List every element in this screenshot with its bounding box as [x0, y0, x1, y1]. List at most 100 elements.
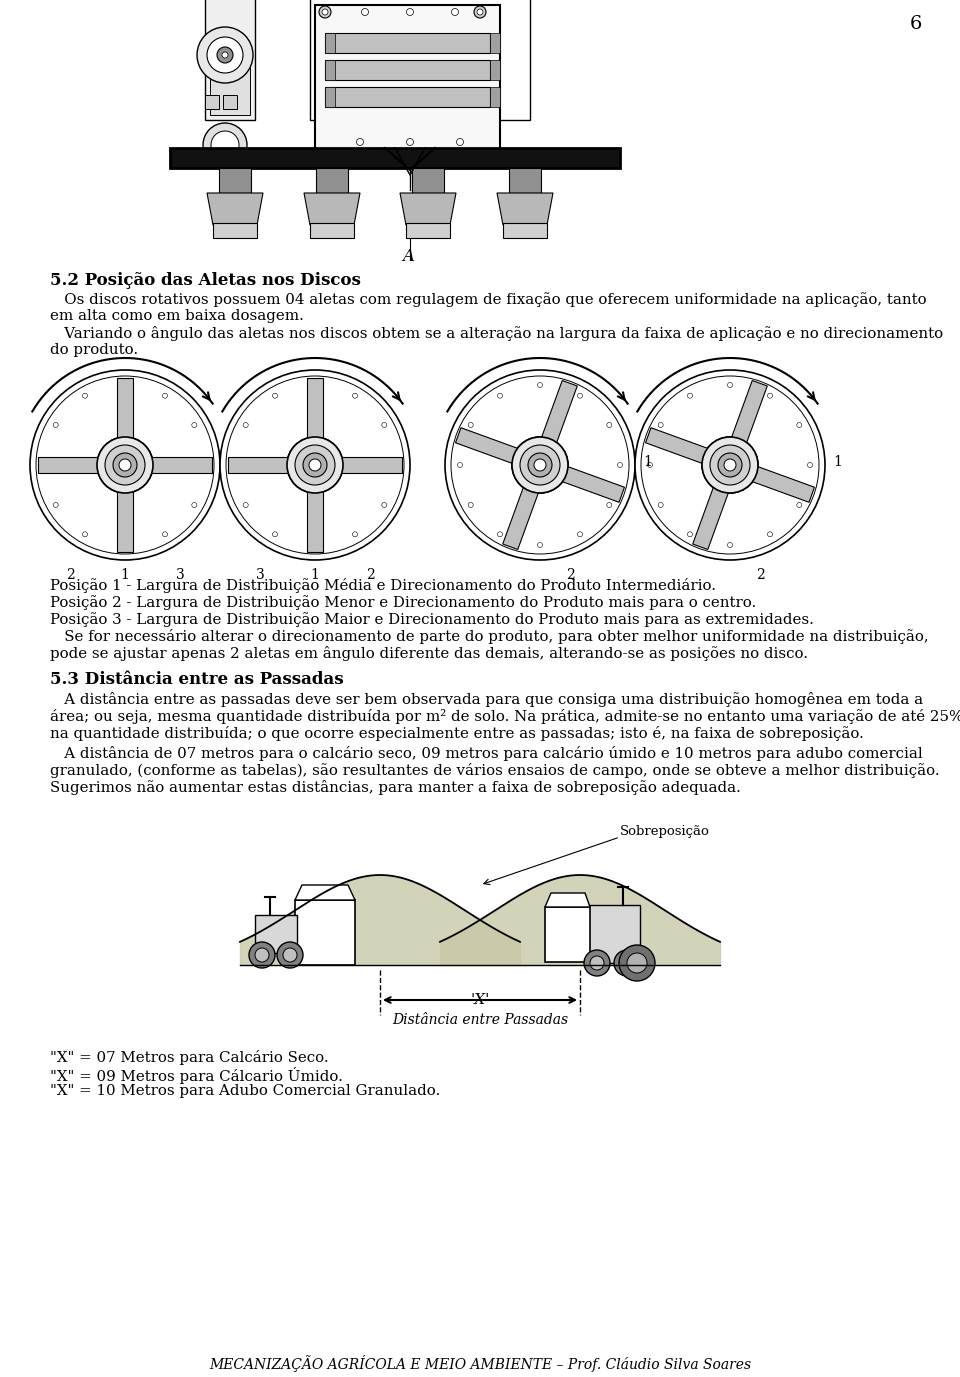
- Circle shape: [445, 370, 635, 560]
- Text: 1: 1: [121, 567, 130, 582]
- Circle shape: [617, 463, 622, 468]
- Polygon shape: [693, 380, 767, 549]
- Circle shape: [724, 459, 736, 471]
- Circle shape: [382, 503, 387, 508]
- Text: 5.2 Posição das Aletas nos Discos: 5.2 Posição das Aletas nos Discos: [50, 273, 361, 289]
- Text: Sugerimos não aumentar estas distâncias, para manter a faixa de sobreposição ade: Sugerimos não aumentar estas distâncias,…: [50, 779, 741, 795]
- Circle shape: [627, 953, 647, 974]
- Bar: [310, 223, 354, 238]
- Bar: [315, 6, 500, 150]
- Bar: [325, 61, 335, 80]
- Text: Distância entre Passadas: Distância entre Passadas: [392, 1013, 568, 1027]
- Circle shape: [607, 423, 612, 427]
- Text: A distância entre as passadas deve ser bem observada para que consiga uma distri: A distância entre as passadas deve ser b…: [50, 693, 924, 706]
- Bar: [210, 55, 250, 116]
- Text: Posição 1 - Largura de Distribuição Média e Direcionamento do Produto Intermediá: Posição 1 - Largura de Distribuição Médi…: [50, 578, 716, 593]
- Polygon shape: [545, 894, 590, 907]
- Bar: [219, 168, 251, 193]
- Circle shape: [255, 947, 269, 963]
- Circle shape: [590, 956, 604, 969]
- Circle shape: [42, 463, 47, 468]
- Text: "X" = 09 Metros para Cálcario Úmido.: "X" = 09 Metros para Cálcario Úmido.: [50, 1067, 343, 1084]
- Circle shape: [710, 445, 750, 485]
- Circle shape: [702, 437, 758, 493]
- Circle shape: [451, 376, 629, 554]
- Circle shape: [497, 532, 502, 537]
- Text: 2: 2: [366, 567, 374, 582]
- Circle shape: [211, 131, 239, 158]
- Circle shape: [123, 543, 128, 548]
- Text: na quantidade distribuída; o que ocorre especialmente entre as passadas; isto é,: na quantidade distribuída; o que ocorre …: [50, 726, 864, 741]
- Bar: [38, 457, 212, 474]
- Circle shape: [718, 453, 742, 476]
- Circle shape: [287, 437, 343, 493]
- Text: 3: 3: [176, 567, 184, 582]
- Bar: [205, 95, 219, 109]
- Bar: [310, 0, 530, 120]
- Circle shape: [641, 376, 819, 554]
- Circle shape: [619, 945, 655, 980]
- Bar: [213, 223, 257, 238]
- Text: "X" = 10 Metros para Adubo Comercial Granulado.: "X" = 10 Metros para Adubo Comercial Gra…: [50, 1084, 441, 1097]
- Bar: [325, 33, 490, 52]
- Circle shape: [647, 463, 653, 468]
- Circle shape: [105, 445, 145, 485]
- Text: em alta como em baixa dosagem.: em alta como em baixa dosagem.: [50, 308, 304, 324]
- Circle shape: [406, 139, 414, 146]
- Circle shape: [578, 532, 583, 537]
- Circle shape: [474, 6, 486, 18]
- Circle shape: [83, 532, 87, 537]
- Bar: [585, 905, 640, 963]
- Polygon shape: [645, 428, 814, 503]
- Circle shape: [123, 383, 128, 387]
- Circle shape: [309, 459, 321, 471]
- Circle shape: [406, 8, 414, 15]
- Bar: [228, 457, 402, 474]
- Circle shape: [534, 459, 546, 471]
- Circle shape: [105, 445, 145, 485]
- Circle shape: [767, 394, 773, 398]
- Text: pode se ajustar apenas 2 aletas em ângulo diferente das demais, alterando-se as : pode se ajustar apenas 2 aletas em ângul…: [50, 646, 808, 661]
- Circle shape: [352, 532, 357, 537]
- Text: MECANIZAÇÃO AGRÍCOLA E MEIO AMBIENTE – Prof. Cláudio Silva Soares: MECANIZAÇÃO AGRÍCOLA E MEIO AMBIENTE – P…: [209, 1355, 751, 1371]
- Circle shape: [277, 942, 303, 968]
- Text: área; ou seja, mesma quantidade distribuída por m² de solo. Na prática, admite-s: área; ou seja, mesma quantidade distribu…: [50, 709, 960, 724]
- Circle shape: [243, 423, 249, 427]
- Text: do produto.: do produto.: [50, 343, 138, 357]
- Circle shape: [352, 394, 357, 398]
- Circle shape: [83, 394, 87, 398]
- Circle shape: [319, 6, 331, 18]
- Polygon shape: [207, 193, 263, 224]
- Circle shape: [113, 453, 137, 476]
- Circle shape: [113, 453, 137, 476]
- Circle shape: [767, 532, 773, 537]
- Circle shape: [303, 453, 327, 476]
- Circle shape: [724, 459, 736, 471]
- Text: Sobreposição: Sobreposição: [620, 825, 709, 839]
- Circle shape: [468, 423, 473, 427]
- Bar: [325, 61, 490, 80]
- Circle shape: [728, 543, 732, 548]
- Bar: [255, 914, 297, 953]
- Circle shape: [273, 532, 277, 537]
- Bar: [205, 0, 255, 120]
- Circle shape: [220, 370, 410, 560]
- Circle shape: [659, 423, 663, 427]
- Circle shape: [659, 503, 663, 508]
- Circle shape: [295, 445, 335, 485]
- Circle shape: [217, 47, 233, 63]
- Circle shape: [512, 437, 568, 493]
- Bar: [325, 87, 335, 107]
- Bar: [406, 223, 450, 238]
- Circle shape: [512, 437, 568, 493]
- Bar: [490, 61, 500, 80]
- Circle shape: [620, 956, 634, 969]
- Bar: [325, 33, 335, 52]
- Text: Variando o ângulo das aletas nos discos obtem se a alteração na largura da faixa: Variando o ângulo das aletas nos discos …: [50, 326, 943, 341]
- Text: 5.3 Distância entre as Passadas: 5.3 Distância entre as Passadas: [50, 671, 344, 688]
- Circle shape: [607, 503, 612, 508]
- Circle shape: [226, 376, 404, 554]
- Circle shape: [362, 8, 369, 15]
- Circle shape: [520, 445, 560, 485]
- Polygon shape: [503, 380, 577, 549]
